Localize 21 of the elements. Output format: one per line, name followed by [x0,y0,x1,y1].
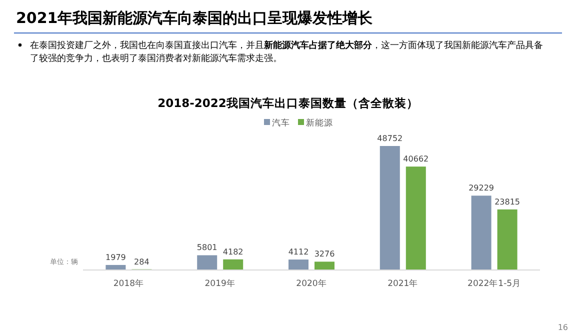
x-tick-label: 2018年 [113,278,144,289]
data-label: 284 [134,257,150,266]
legend-label: 汽车 [272,118,290,128]
text: 16 [558,323,568,332]
data-label: 4182 [222,247,244,256]
data-label: 1979 [106,252,126,262]
data-label: 23815 [494,197,520,206]
chart-title: 2021年我国新能源汽车向泰国的出口呈现爆发性增长 [16,9,374,27]
data-label: 4112 [288,248,309,257]
x-tick-label: 2021年 [388,278,418,289]
data-label: 40662 [403,154,429,164]
data-label: 3276 [314,250,335,259]
x-tick-label: 2020年 [296,278,327,289]
data-label: 5801 [196,243,218,252]
x-tick-label: 2022年1-5月 [468,278,522,289]
x-tick-label: 2019年 [204,278,236,289]
text: 在泰国投资建厂之外，我国也在向泰国直接出口汽车，并且新能源汽车占据了绝大部分，这一方面体现了我国新能源汽车产品具备了较强的竞争力，也表明了泰国消费者对新能源汽车需求走强。 [30,41,543,64]
data-label: 48752 [377,134,403,143]
data-label: 29229 [468,184,494,193]
chart-subtitle: 2018-2022我国汽车出口泰国数量（含全散装） [158,96,418,110]
legend-label: 新能源 [306,118,333,128]
